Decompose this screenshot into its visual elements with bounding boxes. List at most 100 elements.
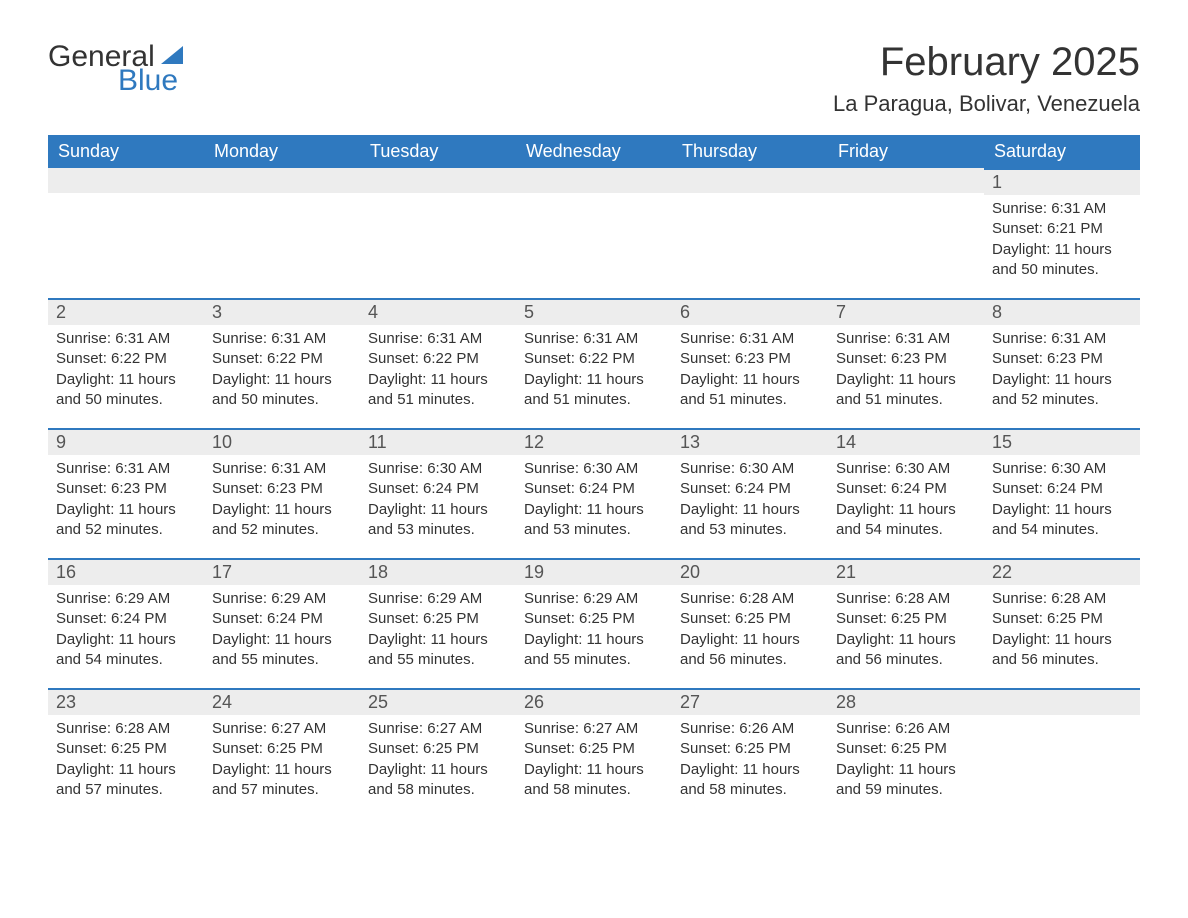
sunset-text: Sunset: 6:24 PM [680,479,820,499]
sunrise-text: Sunrise: 6:29 AM [524,589,664,609]
day-details: Sunrise: 6:31 AMSunset: 6:21 PMDaylight:… [984,195,1140,292]
sunrise-text: Sunrise: 6:31 AM [836,329,976,349]
day-number: 24 [204,688,360,715]
daylight2-text: and 55 minutes. [368,650,508,670]
day-details: Sunrise: 6:30 AMSunset: 6:24 PMDaylight:… [516,455,672,552]
day-details: Sunrise: 6:31 AMSunset: 6:22 PMDaylight:… [516,325,672,422]
daylight2-text: and 54 minutes. [992,520,1132,540]
sunset-text: Sunset: 6:25 PM [992,609,1132,629]
calendar-week-row: 23 Sunrise: 6:28 AM Sunset: 6:25 PM Dayligh… [48,688,1140,818]
daylight1-text: Daylight: 11 hours [524,500,664,520]
sunset-text: Sunset: 6:24 PM [56,609,196,629]
day-details: Sunrise: 6:30 AMSunset: 6:24 PMDaylight:… [984,455,1140,552]
daylight1-text: Daylight: 11 hours [992,500,1132,520]
daylight2-text: and 56 minutes. [680,650,820,670]
calendar-cell: 4Sunrise: 6:31 AMSunset: 6:22 PMDaylight… [360,298,516,428]
sunrise-text: Sunrise: 6:26 AM [836,719,976,739]
sunrise-text: Sunrise: 6:31 AM [992,329,1132,349]
weekday-header: Monday [204,135,360,168]
sunrise-text: Sunrise: 6:31 AM [992,199,1132,219]
calendar-cell [516,168,672,298]
calendar-cell: 19Sunrise: 6:29 AMSunset: 6:25 PMDayligh… [516,558,672,688]
daylight1-text: Daylight: 11 hours [836,500,976,520]
day-number: 1 [984,168,1140,195]
daylight2-text: and 58 minutes. [368,780,508,800]
daylight2-text: and 50 minutes. [992,260,1132,280]
sunrise-text: Sunrise: 6:31 AM [368,329,508,349]
calendar-week-row: 1Sunrise: 6:31 AMSunset: 6:21 PMDaylight… [48,168,1140,298]
daylight2-text: and 52 minutes. [992,390,1132,410]
sunrise-text: Sunrise: 6:31 AM [524,329,664,349]
day-number: 18 [360,558,516,585]
daylight1-text: Daylight: 11 hours [524,760,664,780]
daylight1-text: Daylight: 11 hours [680,630,820,650]
calendar-cell: 22Sunrise: 6:28 AMSunset: 6:25 PMDayligh… [984,558,1140,688]
calendar-cell [984,688,1140,818]
daylight2-text: and 52 minutes. [212,520,352,540]
day-number: 23 [48,688,204,715]
weekday-header: Thursday [672,135,828,168]
daylight2-text: and 58 minutes. [524,780,664,800]
calendar-cell: 28Sunrise: 6:26 AMSunset: 6:25 PMDayligh… [828,688,984,818]
weekday-header: Tuesday [360,135,516,168]
calendar-cell: 2Sunrise: 6:31 AMSunset: 6:22 PMDaylight… [48,298,204,428]
sunset-text: Sunset: 6:24 PM [212,609,352,629]
day-details: Sunrise: 6:29 AMSunset: 6:25 PMDaylight:… [360,585,516,682]
sunset-text: Sunset: 6:25 PM [368,739,508,759]
weekday-header: Sunday [48,135,204,168]
daylight2-text: and 55 minutes. [524,650,664,670]
sunset-text: Sunset: 6:23 PM [992,349,1132,369]
daylight1-text: Daylight: 11 hours [992,370,1132,390]
day-details: Sunrise: 6:31 AMSunset: 6:22 PMDaylight:… [48,325,204,422]
day-details: Sunrise: 6:31 AMSunset: 6:22 PMDaylight:… [204,325,360,422]
day-number: 6 [672,298,828,325]
title-block: February 2025 La Paragua, Bolivar, Venez… [833,40,1140,117]
sunrise-text: Sunrise: 6:27 AM [524,719,664,739]
sunset-text: Sunset: 6:23 PM [680,349,820,369]
calendar-cell: 27Sunrise: 6:26 AMSunset: 6:25 PMDayligh… [672,688,828,818]
sunrise-text: Sunrise: 6:30 AM [524,459,664,479]
daylight2-text: and 50 minutes. [56,390,196,410]
weekday-header-row: Sunday Monday Tuesday Wednesday Thursday… [48,135,1140,168]
calendar-cell: 12Sunrise: 6:30 AMSunset: 6:24 PMDayligh… [516,428,672,558]
day-details: Sunrise: 6:31 AMSunset: 6:23 PMDaylight:… [204,455,360,552]
empty-day [672,168,828,193]
sunset-text: Sunset: 6:23 PM [212,479,352,499]
calendar-cell: 14Sunrise: 6:30 AMSunset: 6:24 PMDayligh… [828,428,984,558]
day-details: Sunrise: 6:27 AMSunset: 6:25 PMDaylight:… [204,715,360,812]
empty-day [984,688,1140,715]
day-details: Sunrise: 6:28 AMSunset: 6:25 PMDaylight:… [984,585,1140,682]
empty-day [204,168,360,193]
sunset-text: Sunset: 6:25 PM [368,609,508,629]
sunrise-text: Sunrise: 6:31 AM [212,329,352,349]
calendar-cell: 1Sunrise: 6:31 AMSunset: 6:21 PMDaylight… [984,168,1140,298]
sunrise-text: Sunrise: 6:28 AM [56,719,196,739]
day-details: Sunrise: 6:30 AMSunset: 6:24 PMDaylight:… [360,455,516,552]
weekday-header: Wednesday [516,135,672,168]
sunset-text: Sunset: 6:25 PM [680,609,820,629]
daylight1-text: Daylight: 11 hours [680,500,820,520]
day-details: Sunrise: 6:31 AMSunset: 6:23 PMDaylight:… [48,455,204,552]
calendar-week-row: 16 Sunrise: 6:29 AM Sunset: 6:24 PM Dayligh… [48,558,1140,688]
sunrise-text: Sunrise: 6:27 AM [212,719,352,739]
day-details: Sunrise: 6:30 AMSunset: 6:24 PMDaylight:… [828,455,984,552]
day-number: 21 [828,558,984,585]
calendar-cell: 15Sunrise: 6:30 AMSunset: 6:24 PMDayligh… [984,428,1140,558]
day-details: Sunrise: 6:30 AMSunset: 6:24 PMDaylight:… [672,455,828,552]
sunset-text: Sunset: 6:21 PM [992,219,1132,239]
daylight1-text: Daylight: 11 hours [368,370,508,390]
day-number: 16 [48,558,204,585]
daylight2-text: and 51 minutes. [368,390,508,410]
daylight2-text: and 53 minutes. [368,520,508,540]
calendar-cell: 3Sunrise: 6:31 AMSunset: 6:22 PMDaylight… [204,298,360,428]
calendar-cell: 7Sunrise: 6:31 AMSunset: 6:23 PMDaylight… [828,298,984,428]
sunrise-text: Sunrise: 6:27 AM [368,719,508,739]
sunset-text: Sunset: 6:23 PM [836,349,976,369]
day-details: Sunrise: 6:27 AMSunset: 6:25 PMDaylight:… [360,715,516,812]
day-details: Sunrise: 6:31 AMSunset: 6:23 PMDaylight:… [672,325,828,422]
sunset-text: Sunset: 6:25 PM [836,739,976,759]
daylight2-text: and 51 minutes. [524,390,664,410]
daylight1-text: Daylight: 11 hours [368,500,508,520]
daylight2-text: and 58 minutes. [680,780,820,800]
day-details: Sunrise: 6:28 AMSunset: 6:25 PMDaylight:… [828,585,984,682]
